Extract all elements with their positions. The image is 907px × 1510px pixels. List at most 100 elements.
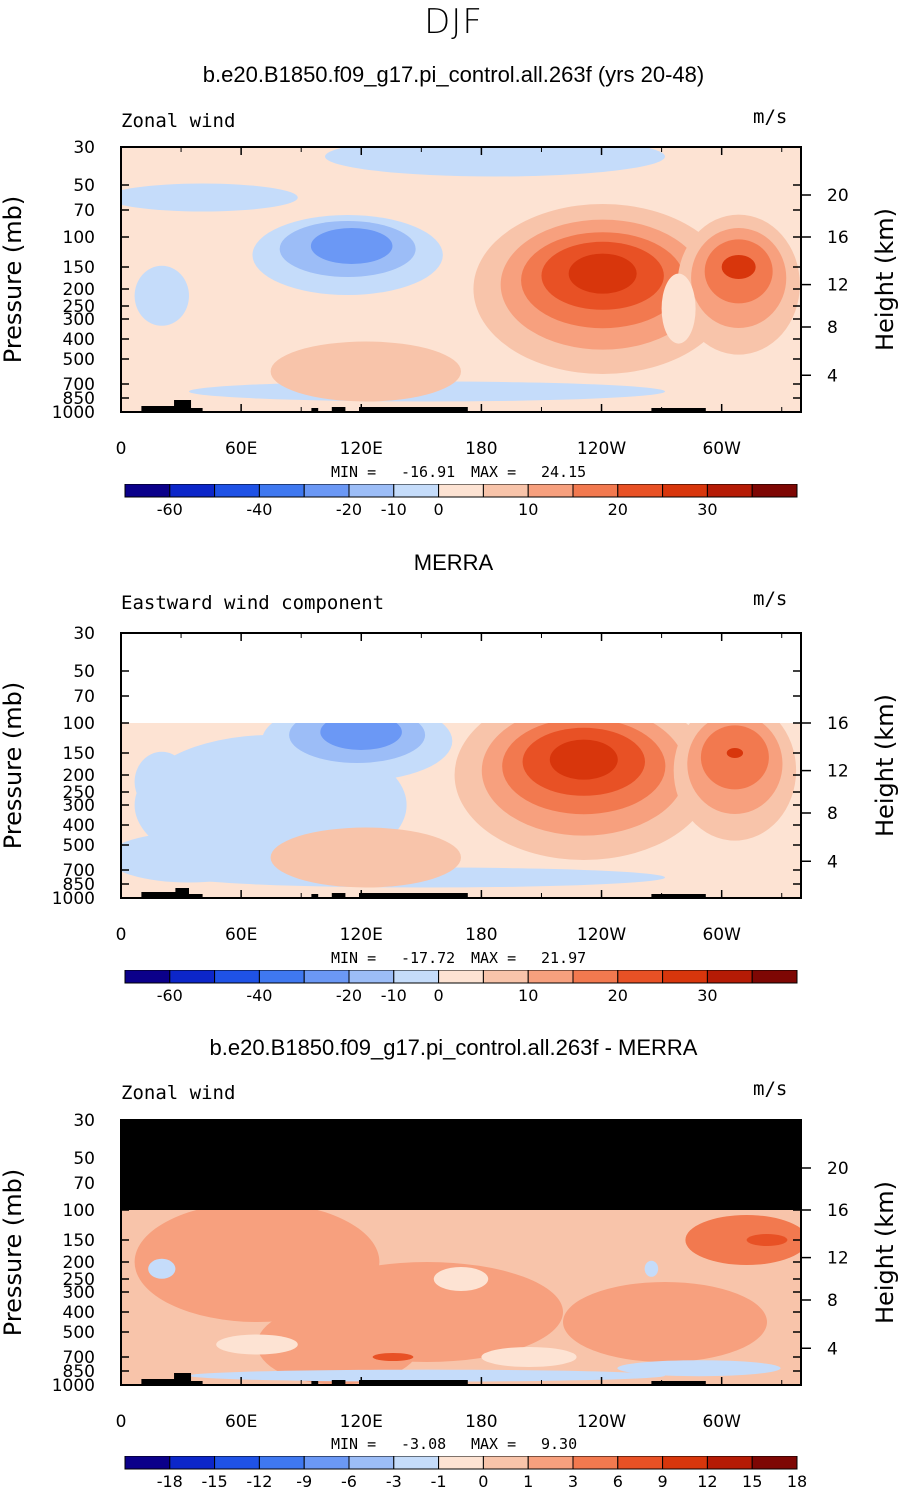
y2-tick-label: 16	[827, 714, 849, 734]
colorbar-tick-label: 20	[608, 500, 628, 519]
y-tick-label: 50	[73, 176, 95, 196]
colorbar-tick-label: -20	[336, 986, 362, 1005]
contour-positive	[721, 255, 756, 279]
y-tick-label: 30	[73, 138, 95, 158]
colorbar-tick-label: -20	[336, 500, 362, 519]
y2-tick-label: 12	[827, 1249, 849, 1269]
y-tick-label: 300	[63, 310, 95, 330]
y-tick-label: 850	[63, 1362, 95, 1382]
colorbar-tick-label: -3	[386, 1472, 402, 1491]
colorbar-tick-label: -15	[202, 1472, 228, 1491]
contour-positive	[270, 827, 461, 888]
colorbar-swatch	[617, 484, 664, 498]
y2-tick-label: 20	[827, 186, 849, 206]
colorbar-swatch	[438, 970, 484, 984]
panel-variable-label: Zonal wind	[121, 110, 236, 132]
heatmap-plot-3: 3050701001502002503004005007008501000Pre…	[0, 1111, 899, 1432]
colorbar-swatch	[751, 1456, 798, 1470]
panel-variable-label: Eastward wind component	[121, 592, 385, 614]
colorbar: -60 -40 -20 -10 0 10 20 30	[124, 484, 798, 519]
topography-mask	[359, 1380, 468, 1385]
colorbar-swatch	[258, 484, 305, 498]
y-tick-label: 1000	[52, 889, 95, 909]
contour-positive	[549, 739, 618, 780]
x-tick-label: 60W	[702, 1412, 741, 1432]
colorbar-tick-label: 1	[523, 1472, 533, 1491]
y-tick-label: 700	[63, 375, 95, 395]
y-tick-label: 100	[63, 714, 95, 734]
colorbar-swatch	[662, 484, 708, 498]
colorbar-swatch	[617, 970, 664, 984]
contour-negative	[189, 1369, 665, 1382]
x-tick-label: 120W	[577, 1412, 626, 1432]
plot-frame	[120, 1119, 802, 1386]
colorbar-tick-label: -10	[381, 500, 407, 519]
colorbar-swatch	[124, 970, 171, 984]
colorbar-tick-label: 3	[568, 1472, 578, 1491]
colorbar: -60 -40 -20 -10 0 10 20 30	[124, 970, 798, 1005]
y-tick-label: 70	[73, 201, 95, 221]
colorbar-swatch	[706, 1456, 753, 1470]
colorbar-swatch	[482, 970, 529, 984]
topography-mask	[174, 1373, 192, 1385]
y2-tick-label: 16	[827, 228, 849, 248]
contour-negative	[121, 183, 298, 212]
y-tick-label: 700	[63, 861, 95, 881]
contour-negative	[121, 832, 271, 883]
colorbar-tick-label: -18	[157, 1472, 183, 1491]
colorbar-tick-label: -6	[341, 1472, 357, 1491]
colorbar-swatch	[214, 970, 260, 984]
colorbar-tick-label: 12	[697, 1472, 717, 1491]
y-axis-label: Pressure (mb)	[0, 196, 27, 363]
y-tick-label: 200	[63, 1253, 95, 1273]
max-label: MAX =	[471, 1435, 517, 1453]
topography-mask	[141, 892, 189, 898]
min-label: MIN =	[331, 949, 377, 967]
contour-positive	[685, 1215, 801, 1265]
colorbar-swatch	[662, 970, 708, 984]
max-value: 21.97	[541, 949, 587, 967]
x-tick-label: 60E	[225, 925, 257, 945]
colorbar-swatch	[751, 970, 798, 984]
topography-mask	[359, 407, 468, 412]
panel-title: b.e20.B1850.f09_g17.pi_control.all.263f …	[209, 1035, 698, 1060]
y-tick-label: 50	[73, 662, 95, 682]
colorbar-swatch	[393, 970, 440, 984]
topography-mask	[174, 400, 192, 412]
y-tick-label: 300	[63, 1283, 95, 1303]
colorbar-tick-label: -1	[431, 1472, 447, 1491]
y-tick-label: 850	[63, 875, 95, 895]
y-tick-label: 300	[63, 796, 95, 816]
min-value: -16.91	[401, 463, 456, 481]
y-tick-label: 250	[63, 783, 95, 803]
x-tick-label: 180	[465, 439, 497, 459]
y-tick-label: 250	[63, 297, 95, 317]
y-tick-label: 1000	[52, 403, 95, 423]
panel-units-label: m/s	[753, 1078, 788, 1100]
contour-negative	[310, 228, 393, 264]
contour-region	[661, 273, 696, 344]
y2-tick-label: 4	[827, 1339, 838, 1359]
x-tick-label: 60W	[702, 925, 741, 945]
panel-title: MERRA	[413, 550, 494, 575]
topography-mask	[331, 893, 346, 898]
colorbar-swatch	[124, 1456, 171, 1470]
colorbar: -18 -15 -12 -9 -6 -3 -1 0 1 3 6 9 12 15 18	[124, 1456, 807, 1491]
topography-mask	[331, 1380, 346, 1385]
y-tick-label: 70	[73, 1174, 95, 1194]
colorbar-swatch	[169, 1456, 216, 1470]
y-tick-label: 500	[63, 350, 95, 370]
contour-positive	[726, 748, 744, 758]
max-label: MAX =	[471, 463, 517, 481]
y2-tick-label: 8	[827, 804, 838, 824]
min-value: -3.08	[401, 1435, 447, 1453]
y-tick-label: 100	[63, 1201, 95, 1221]
colorbar-tick-label: 0	[434, 500, 444, 519]
topography-mask	[651, 408, 706, 412]
y2-tick-label: 16	[827, 1201, 849, 1221]
x-tick-label: 60W	[702, 439, 741, 459]
y-tick-label: 700	[63, 1348, 95, 1368]
colorbar-tick-label: 0	[478, 1472, 488, 1491]
y-tick-label: 30	[73, 1111, 95, 1131]
